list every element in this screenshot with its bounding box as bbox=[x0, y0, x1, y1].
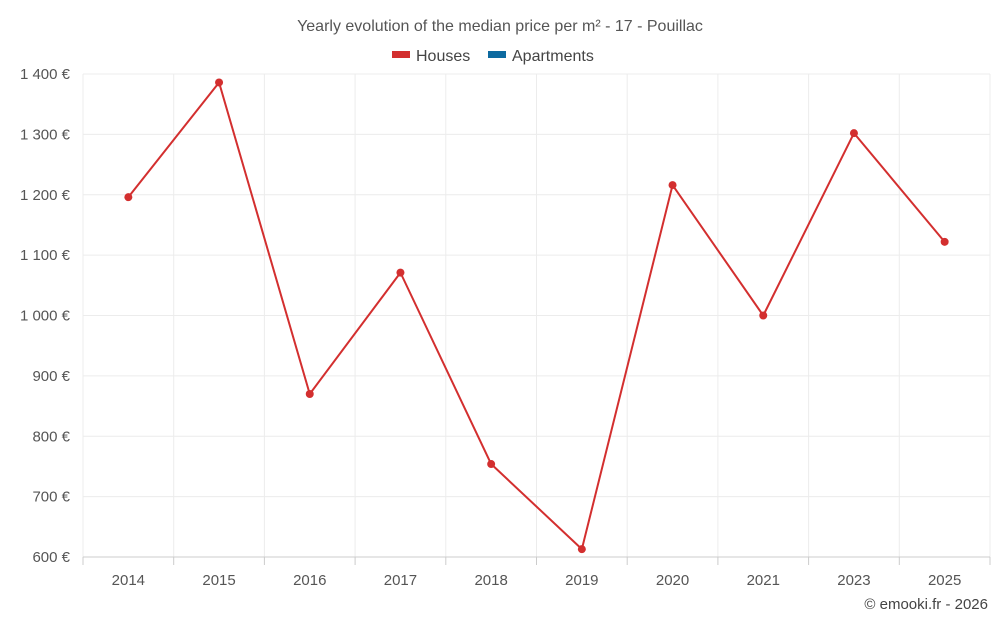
chart-title: Yearly evolution of the median price per… bbox=[297, 18, 703, 35]
x-tick-label: 2023 bbox=[837, 572, 870, 589]
legend-label-apartments[interactable]: Apartments bbox=[512, 48, 594, 65]
y-axis: 600 € 700 € 800 € 900 € 1 000 € 1 100 € 1 200 … bbox=[20, 66, 71, 566]
y-tick-label: 1 100 € bbox=[20, 247, 71, 264]
y-tick-label: 1 300 € bbox=[20, 126, 71, 143]
data-point-houses[interactable] bbox=[940, 237, 949, 246]
x-tick-label: 2025 bbox=[928, 572, 961, 589]
legend-swatch-apartments bbox=[488, 51, 506, 58]
data-point-houses[interactable] bbox=[124, 193, 133, 202]
data-point-houses[interactable] bbox=[759, 311, 768, 320]
x-tick-label: 2020 bbox=[656, 572, 689, 589]
gridlines bbox=[82, 73, 991, 558]
data-point-houses[interactable] bbox=[668, 181, 677, 190]
data-point-houses[interactable] bbox=[396, 268, 405, 277]
legend-swatch-houses bbox=[392, 51, 410, 58]
x-tick-label: 2017 bbox=[384, 572, 417, 589]
x-tick-label: 2014 bbox=[112, 572, 145, 589]
data-point-houses[interactable] bbox=[849, 129, 858, 138]
y-tick-label: 1 200 € bbox=[20, 187, 71, 204]
y-tick-label: 700 € bbox=[32, 489, 70, 506]
y-tick-label: 1 400 € bbox=[20, 66, 71, 83]
data-point-houses[interactable] bbox=[487, 460, 496, 469]
series-houses bbox=[124, 78, 949, 554]
y-tick-label: 800 € bbox=[32, 428, 70, 445]
x-tick-label: 2016 bbox=[293, 572, 326, 589]
series-line-houses bbox=[127, 81, 946, 551]
data-point-houses[interactable] bbox=[577, 545, 586, 554]
credit-text: © emooki.fr - 2026 bbox=[864, 596, 988, 613]
legend: Houses Apartments bbox=[392, 48, 594, 65]
y-tick-label: 1 000 € bbox=[20, 308, 71, 325]
y-tick-label: 900 € bbox=[32, 368, 70, 385]
data-point-houses[interactable] bbox=[305, 389, 314, 398]
x-tick-label: 2018 bbox=[474, 572, 507, 589]
x-axis: 2014 2015 2016 2017 2018 2019 2020 2021 2023 2025 bbox=[82, 557, 991, 589]
x-tick-label: 2015 bbox=[202, 572, 235, 589]
x-tick-label: 2019 bbox=[565, 572, 598, 589]
x-tick-label: 2021 bbox=[747, 572, 780, 589]
y-tick-label: 600 € bbox=[32, 549, 70, 566]
legend-label-houses[interactable]: Houses bbox=[416, 48, 470, 65]
data-point-houses[interactable] bbox=[215, 78, 224, 87]
